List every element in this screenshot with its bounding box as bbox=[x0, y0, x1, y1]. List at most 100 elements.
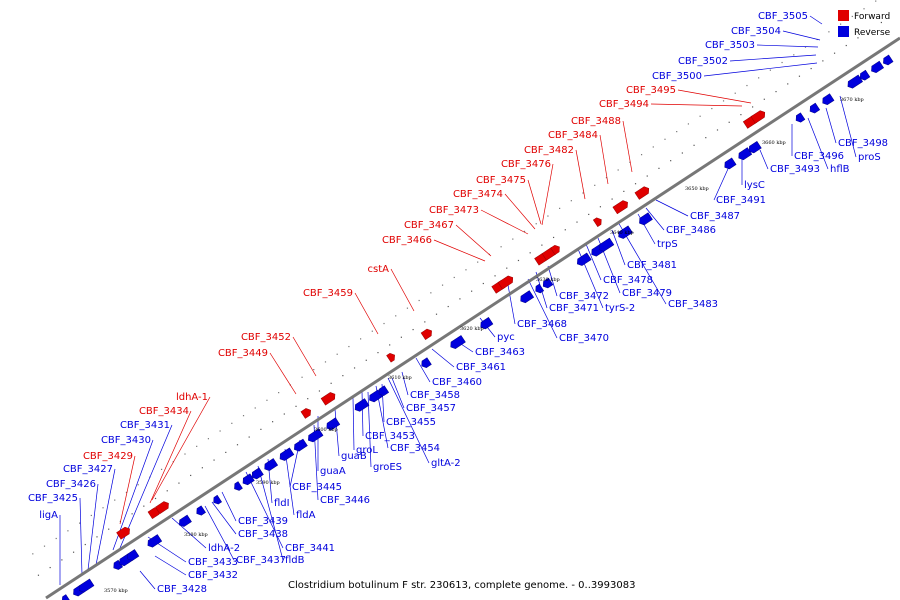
reverse-gene[interactable] bbox=[77, 578, 95, 594]
reverse-gene[interactable] bbox=[419, 357, 432, 370]
gene-label[interactable]: CBF_3427 bbox=[63, 464, 113, 475]
gene-label[interactable]: lysC bbox=[744, 180, 765, 191]
reverse-gene[interactable] bbox=[211, 494, 222, 506]
forward-gene[interactable] bbox=[300, 407, 313, 419]
gene-label[interactable]: CBF_3466 bbox=[382, 235, 432, 246]
gene-label[interactable]: CBF_3429 bbox=[83, 451, 133, 462]
forward-gene[interactable] bbox=[155, 500, 170, 515]
reverse-gene[interactable] bbox=[747, 141, 762, 154]
reverse-gene[interactable] bbox=[869, 60, 885, 74]
reverse-gene[interactable] bbox=[292, 438, 308, 453]
reverse-gene[interactable] bbox=[146, 534, 163, 549]
gene-label[interactable]: guaA bbox=[320, 466, 346, 477]
gene-label[interactable]: CBF_3432 bbox=[188, 570, 238, 581]
gene-labels[interactable]: ldhA-1 CBF_3434 CBF_3429 CBF_3449 CBF_3452 CB… bbox=[28, 11, 888, 595]
gene-label[interactable]: fldB bbox=[285, 555, 305, 566]
forward-gene[interactable] bbox=[420, 327, 434, 340]
gene-label[interactable]: CBF_3502 bbox=[678, 56, 728, 67]
gene-label[interactable]: pyc bbox=[497, 332, 515, 343]
gene-label[interactable]: CBF_3441 bbox=[285, 543, 335, 554]
forward-gene[interactable] bbox=[612, 199, 630, 215]
reverse-gene[interactable] bbox=[125, 549, 140, 562]
gene-label[interactable]: CBF_3488 bbox=[571, 116, 621, 127]
reverse-gene[interactable] bbox=[737, 147, 753, 162]
reverse-gene[interactable] bbox=[262, 458, 279, 473]
gene-label[interactable]: CBF_3474 bbox=[453, 189, 503, 200]
gene-label[interactable]: CBF_3476 bbox=[501, 159, 551, 170]
gene-label[interactable]: CBF_3472 bbox=[559, 291, 609, 302]
gene-label[interactable]: ldhA-1 bbox=[176, 392, 208, 403]
gene-label[interactable]: CBF_3426 bbox=[46, 479, 96, 490]
reverse-gene[interactable] bbox=[232, 481, 243, 493]
gene-label[interactable]: CBF_3487 bbox=[690, 211, 740, 222]
gene-label[interactable]: ligA bbox=[39, 510, 58, 521]
reverse-gene[interactable] bbox=[794, 112, 806, 124]
gene-label[interactable]: CBF_3437 bbox=[236, 555, 286, 566]
forward-gene[interactable] bbox=[550, 244, 562, 256]
reverse-gene[interactable] bbox=[177, 514, 192, 528]
gene-label[interactable]: CBF_3430 bbox=[101, 435, 151, 446]
reverse-gene[interactable] bbox=[518, 290, 535, 305]
gene-label[interactable]: CBF_3449 bbox=[218, 348, 268, 359]
gene-label[interactable]: groL bbox=[356, 445, 378, 456]
gene-label[interactable]: CBF_3460 bbox=[432, 377, 482, 388]
gene-label[interactable]: CBF_3498 bbox=[838, 138, 888, 149]
reverse-gene[interactable] bbox=[353, 398, 370, 413]
reverse-gene[interactable] bbox=[541, 277, 554, 290]
gene-label[interactable]: CBF_3438 bbox=[238, 529, 288, 540]
gene-features[interactable] bbox=[60, 54, 894, 600]
gene-label[interactable]: CBF_3493 bbox=[770, 164, 820, 175]
gene-label[interactable]: tyrS-2 bbox=[605, 303, 635, 314]
forward-gene[interactable] bbox=[386, 352, 397, 363]
gene-label[interactable]: CBF_3458 bbox=[410, 390, 460, 401]
gene-label[interactable]: CBF_3452 bbox=[241, 332, 291, 343]
reverse-gene[interactable] bbox=[250, 467, 264, 481]
reverse-gene[interactable] bbox=[616, 225, 633, 240]
gene-label[interactable]: CBF_3467 bbox=[404, 220, 454, 231]
gene-label[interactable]: CBF_3475 bbox=[476, 175, 526, 186]
forward-gene[interactable] bbox=[634, 185, 651, 200]
reverse-gene[interactable] bbox=[377, 385, 390, 398]
gene-label[interactable]: CBF_3478 bbox=[603, 275, 653, 286]
reverse-gene[interactable] bbox=[112, 559, 123, 571]
gene-label[interactable]: CBF_3463 bbox=[475, 347, 525, 358]
gene-label[interactable]: CBF_3494 bbox=[599, 99, 649, 110]
gene-label[interactable]: cstA bbox=[368, 264, 390, 275]
gene-label[interactable]: CBF_3503 bbox=[705, 40, 755, 51]
gene-label[interactable]: groES bbox=[373, 462, 402, 473]
forward-gene[interactable] bbox=[116, 525, 132, 540]
gene-label[interactable]: gltA-2 bbox=[431, 458, 461, 469]
forward-gene[interactable] bbox=[750, 109, 767, 124]
gene-label[interactable]: CBF_3486 bbox=[666, 225, 716, 236]
reverse-gene[interactable] bbox=[241, 473, 255, 487]
gene-label[interactable]: CBF_3457 bbox=[406, 403, 456, 414]
reverse-gene[interactable] bbox=[60, 594, 71, 600]
gene-label[interactable]: CBF_3504 bbox=[731, 26, 781, 37]
forward-gene[interactable] bbox=[320, 391, 337, 406]
reverse-gene[interactable] bbox=[306, 428, 324, 444]
gene-label[interactable]: CBF_3455 bbox=[386, 417, 436, 428]
gene-label[interactable]: CBF_3484 bbox=[548, 130, 598, 141]
gene-label[interactable]: CBF_3479 bbox=[622, 288, 672, 299]
gene-label[interactable]: CBF_3454 bbox=[390, 443, 440, 454]
gene-label[interactable]: ldhA-2 bbox=[208, 543, 240, 554]
gene-label[interactable]: hflB bbox=[830, 164, 850, 175]
gene-label[interactable]: CBF_3491 bbox=[716, 195, 766, 206]
reverse-gene[interactable] bbox=[597, 237, 615, 253]
gene-label[interactable]: CBF_3433 bbox=[188, 557, 238, 568]
gene-label[interactable]: CBF_3461 bbox=[456, 362, 506, 373]
gene-label[interactable]: CBF_3459 bbox=[303, 288, 353, 299]
forward-gene[interactable] bbox=[592, 216, 603, 228]
gene-label[interactable]: fldI bbox=[274, 498, 290, 509]
reverse-gene[interactable] bbox=[858, 69, 871, 82]
reverse-gene[interactable] bbox=[820, 93, 835, 107]
reverse-gene[interactable] bbox=[881, 54, 894, 67]
reverse-gene[interactable] bbox=[195, 505, 206, 517]
gene-label[interactable]: CBF_3471 bbox=[549, 303, 599, 314]
reverse-gene[interactable] bbox=[808, 102, 821, 115]
gene-label[interactable]: CBF_3481 bbox=[627, 260, 677, 271]
reverse-gene[interactable] bbox=[723, 157, 737, 171]
reverse-gene[interactable] bbox=[575, 252, 592, 267]
reverse-gene[interactable] bbox=[846, 74, 863, 90]
gene-label[interactable]: CBF_3500 bbox=[652, 71, 702, 82]
